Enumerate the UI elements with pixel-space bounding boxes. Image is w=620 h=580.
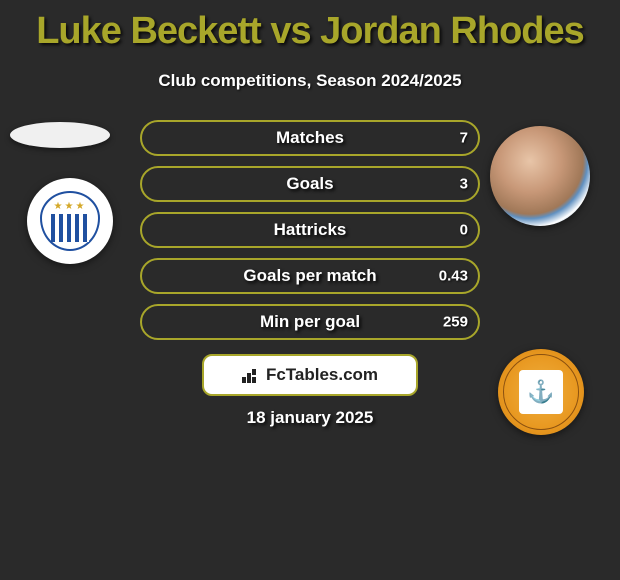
player2-name: Jordan Rhodes [320, 10, 584, 52]
player1-name: Luke Beckett [36, 10, 261, 52]
fctables-logo: FcTables.com [202, 354, 418, 396]
player2-avatar [490, 126, 590, 226]
club-badge-left: ★★★ [27, 178, 113, 264]
stat-value-right: 0 [460, 222, 468, 239]
crest-stars-icon: ★★★ [54, 201, 87, 212]
date-text: 18 january 2025 [0, 408, 620, 428]
vs-text: vs [270, 10, 310, 52]
stat-value-right: 7 [460, 130, 468, 147]
huddersfield-crest: ★★★ [40, 191, 100, 251]
stat-label: Min per goal [142, 312, 478, 332]
stat-bar: Matches7 [140, 120, 480, 156]
stat-label: Goals per match [142, 266, 478, 286]
stat-label: Hattricks [142, 220, 478, 240]
stat-label: Goals [142, 174, 478, 194]
stat-bar: Hattricks0 [140, 212, 480, 248]
subtitle: Club competitions, Season 2024/2025 [0, 71, 620, 91]
stat-value-right: 0.43 [439, 268, 468, 285]
logo-text: FcTables.com [266, 365, 378, 385]
comparison-title: Luke Beckett vs Jordan Rhodes [0, 0, 620, 53]
stat-bar: Goals per match0.43 [140, 258, 480, 294]
stat-label: Matches [142, 128, 478, 148]
player1-avatar [10, 122, 110, 148]
crest-stripes-icon [51, 214, 89, 242]
stat-bar: Goals3 [140, 166, 480, 202]
stat-value-right: 3 [460, 176, 468, 193]
bars-icon [242, 367, 262, 383]
stats-bars-container: Matches7Goals3Hattricks0Goals per match0… [140, 120, 480, 350]
stat-bar: Min per goal259 [140, 304, 480, 340]
stat-value-right: 259 [443, 314, 468, 331]
